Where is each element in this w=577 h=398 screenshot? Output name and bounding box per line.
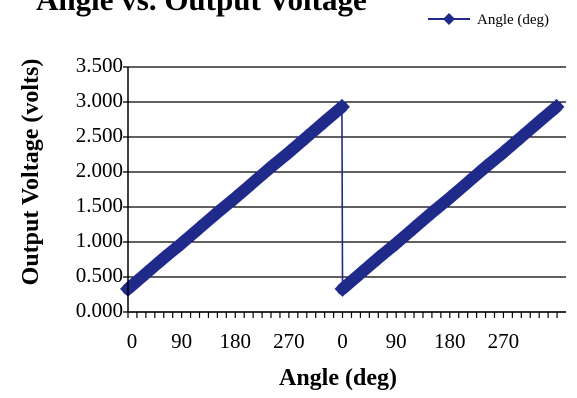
x-tick-label: 90 <box>171 329 192 353</box>
data-point <box>495 144 512 161</box>
data-point <box>334 280 351 297</box>
data-point <box>388 235 405 252</box>
data-point <box>370 250 387 267</box>
data-point <box>173 235 190 252</box>
data-point <box>209 204 226 221</box>
data-point <box>531 113 548 130</box>
axes <box>123 66 566 318</box>
data-point <box>548 98 565 115</box>
legend-entry: Angle (deg) <box>477 12 549 28</box>
data-point <box>298 129 315 145</box>
data-point <box>191 220 208 236</box>
series-layer <box>120 98 565 297</box>
data-point <box>333 98 350 115</box>
x-tick-label: 180 <box>220 329 252 353</box>
x-tick-label: 270 <box>273 329 305 353</box>
data-point <box>513 129 530 145</box>
x-tick-label: 180 <box>434 329 466 353</box>
data-point <box>316 113 333 130</box>
y-tick-label: 0.500 <box>76 263 123 287</box>
y-tick-label: 0.000 <box>76 298 123 322</box>
y-axis-title: Output Voltage (volts) <box>18 59 44 286</box>
y-tick-label: 3.000 <box>76 88 123 112</box>
y-tick-labels: 0.000 0.500 1.000 1.500 2.000 2.500 3.000 3.500 <box>76 53 123 322</box>
data-point <box>459 174 476 191</box>
x-tick-label: 270 <box>488 329 520 353</box>
legend: Angle (deg) <box>428 12 549 28</box>
chart-title: Angle vs. Output Voltage <box>36 0 367 17</box>
x-tick-label: 0 <box>127 329 138 353</box>
series-line <box>127 105 557 291</box>
x-tick-label: 90 <box>386 329 407 353</box>
data-point <box>423 204 440 221</box>
x-tick-labels: 0 90 180 270 0 90 180 270 <box>127 329 519 353</box>
data-point <box>441 189 458 206</box>
y-tick-label: 3.500 <box>76 53 123 77</box>
legend-marker <box>443 13 455 25</box>
y-tick-label: 1.500 <box>76 193 123 217</box>
data-point <box>155 250 172 267</box>
y-tick-label: 1.000 <box>76 228 123 252</box>
data-point <box>227 189 244 206</box>
data-point <box>477 159 494 176</box>
y-tick-label: 2.000 <box>76 158 123 182</box>
x-tick-label: 0 <box>337 329 348 353</box>
x-axis-title: Angle (deg) <box>279 365 397 391</box>
data-point <box>137 265 154 282</box>
data-point <box>280 144 297 161</box>
data-point <box>263 159 280 176</box>
y-tick-label: 2.500 <box>76 123 123 147</box>
data-point <box>406 220 423 236</box>
data-point <box>352 265 369 282</box>
data-point <box>245 174 262 191</box>
